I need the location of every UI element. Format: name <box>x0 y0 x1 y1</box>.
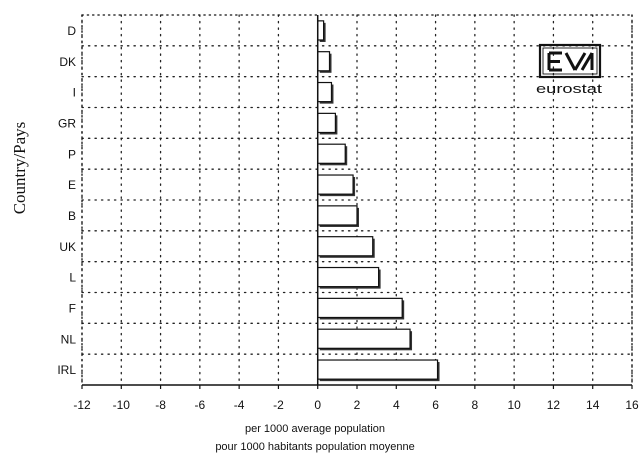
bar-nl <box>317 328 411 349</box>
y-tick-label: I <box>73 86 76 100</box>
bar-p <box>317 143 346 164</box>
x-tick-label: -10 <box>113 398 131 412</box>
bar-d <box>317 20 325 41</box>
grid <box>81 14 633 386</box>
x-tick-label: 14 <box>586 398 600 412</box>
bar-b <box>317 205 358 226</box>
y-tick-label: E <box>68 178 76 192</box>
x-tick-label: 16 <box>625 398 639 412</box>
x-tick-label: 0 <box>314 398 321 412</box>
y-tick-label: UK <box>59 240 76 254</box>
bar-irl <box>317 359 439 380</box>
x-tick-label: -8 <box>155 398 166 412</box>
x-tick-label: -4 <box>234 398 245 412</box>
tick-labels: D DK I GR P E B UK L F NL IRL -12 -10 -8 -6 -4 -2 0 2 4 6 8 10 1… <box>57 24 639 412</box>
y-tick-label: P <box>68 147 76 161</box>
y-tick-label: DK <box>59 55 76 69</box>
y-tick-label: NL <box>61 332 77 346</box>
y-tick-label: F <box>69 301 76 315</box>
bar-i <box>317 81 333 103</box>
x-axis-label: per 1000 average population <box>245 423 385 435</box>
bar-l <box>317 266 380 288</box>
x-tick-label: 10 <box>507 398 521 412</box>
y-tick-label: IRL <box>57 363 76 377</box>
x-tick-label: 2 <box>354 398 361 412</box>
bars <box>317 20 440 382</box>
eurostat-logo-text: eurostat <box>536 82 603 96</box>
y-tick-label: B <box>68 209 76 223</box>
eurostat-logo-mark <box>538 43 602 79</box>
x-tick-label: -12 <box>73 398 91 412</box>
eurostat-logo: eurostat <box>536 43 603 96</box>
bar-uk <box>317 236 374 257</box>
bar-dk <box>317 51 331 72</box>
x-tick-label: 12 <box>547 398 561 412</box>
bar-gr <box>317 112 336 134</box>
x-tick-label: -2 <box>273 398 284 412</box>
x-tick-label: 8 <box>472 398 479 412</box>
axes <box>81 14 633 389</box>
y-tick-label: GR <box>58 116 76 130</box>
y-tick-label: D <box>67 24 76 38</box>
x-axis-label-french: pour 1000 habitants population moyenne <box>215 441 414 453</box>
y-tick-label: L <box>69 271 76 285</box>
x-tick-label: -6 <box>195 398 206 412</box>
bar-e <box>317 174 354 195</box>
x-tick-label: 6 <box>432 398 439 412</box>
y-axis-label: Country/Pays <box>10 122 29 215</box>
bar-f <box>317 297 403 319</box>
x-tick-label: 4 <box>393 398 400 412</box>
